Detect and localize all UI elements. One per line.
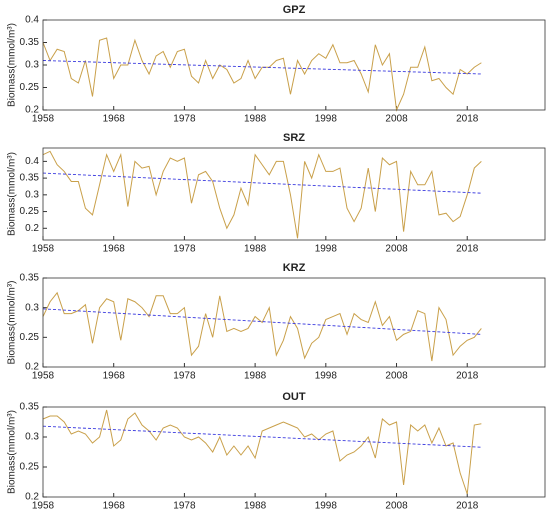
data-line [42,150,482,239]
x-tick-label: 1998 [315,114,338,125]
y-tick-label: 0.35 [20,37,40,48]
y-tick-label: 0.25 [20,82,40,93]
x-tick-label: 1958 [32,114,55,125]
trend-line [42,172,482,194]
y-tick-label: 0.2 [25,223,39,234]
y-tick-label: 0.25 [20,462,40,473]
x-tick-label: 2008 [385,114,408,125]
x-tick-label: 1988 [244,371,267,382]
y-axis-label: Biomass(mmol/m³) [7,281,18,365]
x-tick-label: 1968 [103,501,126,512]
x-tick-label: 1998 [315,501,338,512]
x-tick-label: 1978 [173,114,196,125]
y-axis-label: Biomass(mmol/m³) [7,410,18,494]
x-tick-label: 1968 [103,371,126,382]
y-tick-label: 0.35 [20,273,40,284]
subplot-title: OUT [282,391,306,403]
x-tick-label: 1978 [173,371,196,382]
axes-box [42,19,546,111]
axes-box [42,406,546,498]
x-tick-label: 1998 [315,244,338,255]
y-tick-label: 0.3 [25,189,39,200]
x-tick-label: 1958 [32,244,55,255]
y-tick-label: 0.2 [25,362,39,373]
y-tick-label: 0.35 [20,402,40,413]
trend-line [42,425,482,448]
x-tick-label: 1968 [103,244,126,255]
y-tick-label: 0.4 [25,156,39,167]
y-tick-label: 0.2 [25,492,39,503]
data-line [42,409,482,495]
x-tick-label: 1988 [244,501,267,512]
axes-box [42,277,546,368]
subplot-title: KRZ [283,262,306,274]
subplot-title: SRZ [283,132,305,144]
y-tick-label: 0.3 [25,302,39,313]
subplot-title: GPZ [283,4,306,16]
x-tick-label: 2018 [456,371,479,382]
x-tick-label: 2018 [456,244,479,255]
trend-line [42,60,482,75]
x-tick-label: 1978 [173,501,196,512]
x-tick-label: 2008 [385,501,408,512]
y-tick-label: 0.4 [25,15,39,26]
x-tick-label: 1998 [315,371,338,382]
x-tick-label: 1958 [32,501,55,512]
y-axis-label: Biomass(mmol/m³) [7,23,18,107]
y-tick-label: 0.3 [25,60,39,71]
y-tick-label: 0.25 [20,332,40,343]
x-tick-label: 1978 [173,244,196,255]
x-tick-label: 2008 [385,244,408,255]
x-tick-label: 2018 [456,114,479,125]
x-tick-label: 1968 [103,114,126,125]
x-tick-label: 2018 [456,501,479,512]
x-tick-label: 1988 [244,244,267,255]
trend-line [42,308,482,335]
y-tick-label: 0.3 [25,432,39,443]
x-tick-label: 1958 [32,371,55,382]
data-line [42,291,482,362]
x-tick-label: 2008 [385,371,408,382]
y-tick-label: 0.25 [20,206,40,217]
y-axis-label: Biomass(mmol/m³) [7,152,18,236]
data-line [42,37,482,112]
axes-box [42,147,546,241]
y-tick-label: 0.35 [20,173,40,184]
y-tick-label: 0.2 [25,105,39,116]
x-tick-label: 1988 [244,114,267,125]
